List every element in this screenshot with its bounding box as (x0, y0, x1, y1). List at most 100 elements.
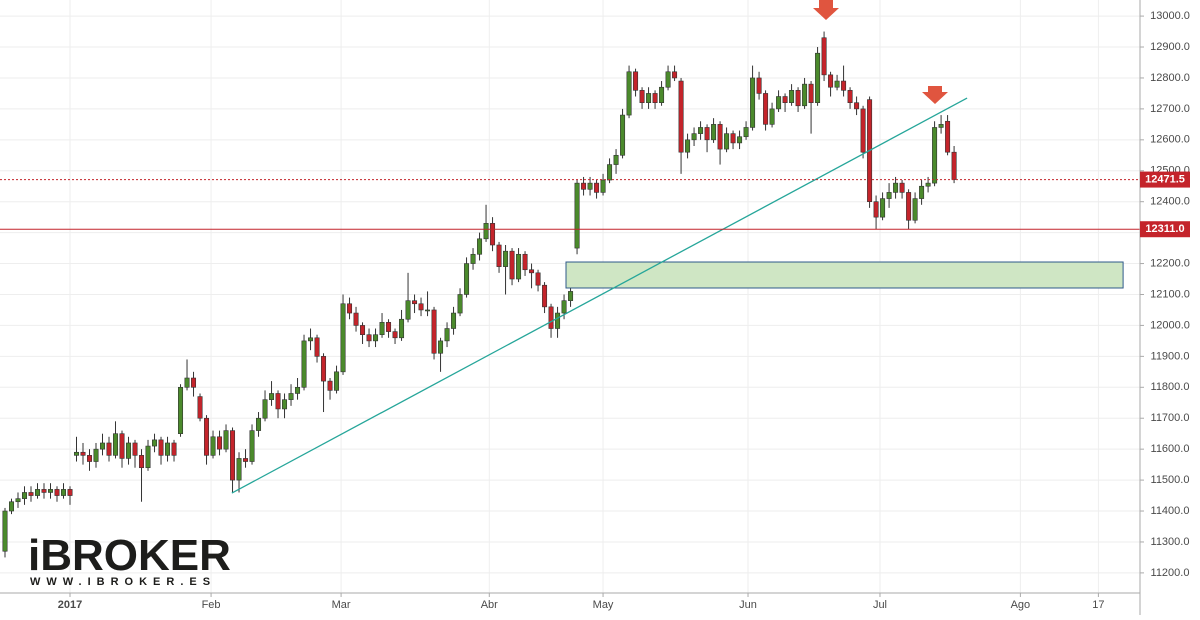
y-tick-label: 12800.0 (1150, 72, 1190, 84)
candle-body (685, 139, 691, 153)
y-tick-label: 12600.0 (1150, 134, 1190, 146)
price-tag (1140, 221, 1190, 238)
candle-body (269, 393, 275, 400)
candle-body (67, 489, 73, 496)
candle-body (678, 80, 684, 153)
candle-body (574, 182, 580, 249)
price-tag-label: 12471.5 (1145, 173, 1185, 185)
candle-body (607, 164, 613, 181)
y-tick-label: 11900.0 (1151, 350, 1190, 362)
candle-body (412, 300, 418, 305)
candle-body (119, 433, 125, 459)
candle-body (594, 182, 600, 193)
candle-body (880, 198, 886, 218)
candle-body (236, 458, 242, 481)
candle-body (893, 182, 899, 193)
y-tick-label: 12400.0 (1150, 196, 1190, 208)
x-tick-label: May (593, 599, 614, 611)
candle-body (925, 182, 931, 187)
candle-body (776, 96, 782, 110)
candle-body (626, 71, 632, 116)
x-tick-label: Mar (332, 599, 351, 611)
candle-body (282, 399, 288, 410)
candle-body (828, 74, 834, 88)
candle-body (769, 108, 775, 125)
candle-body (821, 37, 827, 76)
candle-body (451, 312, 457, 329)
candle-body (704, 127, 710, 141)
candle-body (834, 80, 840, 88)
y-tick-label: 11300.0 (1151, 536, 1190, 548)
candle-body (340, 303, 346, 373)
candle-body (587, 182, 593, 190)
candle-body (314, 337, 320, 357)
candle-body (204, 417, 210, 456)
candle-body (399, 318, 405, 339)
candle-body (353, 312, 359, 326)
candle-body (230, 430, 236, 481)
candle-body (750, 77, 756, 128)
candle-body (470, 253, 476, 264)
y-tick-label: 11700.0 (1151, 412, 1190, 424)
y-tick-label: 13000.0 (1150, 10, 1190, 22)
candle-body (74, 451, 80, 456)
candle-body (646, 93, 652, 104)
candle-body (483, 223, 489, 240)
candle-body (360, 325, 366, 336)
candle-body (184, 377, 190, 388)
trendline (231, 97, 968, 494)
candle-body (210, 436, 216, 456)
candle-body (61, 489, 67, 496)
support-zone (565, 261, 1124, 289)
candle-body (613, 154, 619, 165)
candle-body (288, 393, 294, 400)
candle-body (100, 442, 106, 450)
candle-body (366, 334, 372, 342)
candle-body (529, 269, 535, 274)
candle-body (301, 340, 307, 388)
x-tick-label: Abr (481, 599, 498, 611)
candle-body (724, 133, 730, 150)
candle-body (295, 386, 301, 394)
x-tick-label: Jun (739, 599, 757, 611)
candle-body (431, 309, 437, 354)
candle-body (633, 71, 639, 91)
candle-body (321, 356, 327, 382)
candle-body (48, 489, 54, 493)
candle-body (308, 337, 314, 342)
candle-body (41, 489, 47, 493)
candle-body (756, 77, 762, 94)
candle-body (912, 198, 918, 221)
candle-body (711, 124, 717, 141)
candle-body (178, 386, 184, 434)
candle-body (2, 510, 8, 552)
candle-body (171, 442, 177, 456)
y-tick-label: 12900.0 (1150, 41, 1190, 53)
candle-body (899, 182, 905, 193)
candle-body (126, 442, 132, 459)
candle-body (802, 83, 808, 107)
candle-body (737, 136, 743, 144)
candle-body (347, 303, 353, 314)
candle-body (620, 114, 626, 156)
y-tick-label: 11200.0 (1151, 567, 1190, 579)
candle-body (854, 102, 860, 110)
candle-body (392, 331, 398, 339)
candle-body (418, 303, 424, 311)
x-tick-label: 2017 (58, 599, 82, 611)
candle-body (87, 455, 93, 462)
candle-body (717, 124, 723, 150)
candle-body (152, 439, 158, 447)
candle-body (698, 127, 704, 134)
candle-body (106, 442, 112, 456)
candle-body (327, 380, 333, 391)
candle-body (945, 120, 951, 153)
candle-body (80, 451, 86, 456)
y-tick-label: 12000.0 (1150, 319, 1190, 331)
candle-body (938, 124, 944, 128)
y-tick-label: 11600.0 (1151, 443, 1190, 455)
arrow-marker (922, 86, 948, 104)
candle-body (223, 430, 229, 450)
